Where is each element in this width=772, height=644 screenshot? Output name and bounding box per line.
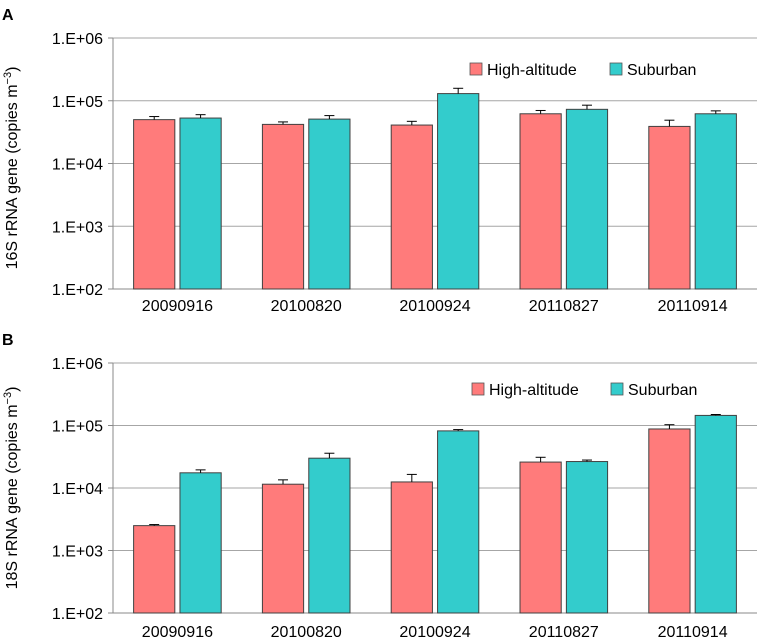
legend-label-high-altitude: High-altitude [487,62,577,79]
panel-b-category-labels: 20090916 20100820 20100924 20110827 20110914 [142,624,728,641]
bar-high-altitude-20100820 [261,123,305,290]
bar-suburban-20110827 [565,108,609,290]
x-tick-label: 20110914 [658,298,728,315]
bar-high-altitude-20100924 [390,481,433,614]
y-tick-label: 1.E+04 [52,157,103,174]
panel-b: B 1.E+02 1.E+03 1.E+04 1.E+05 1.E+06 2009091… [2,332,757,641]
bar-suburban-20100924 [437,430,480,614]
bar-high-altitude-20110827 [519,113,562,290]
legend-swatch-suburban [610,382,624,396]
panel-b-y-axis-title: 18S rRNA gene (copies m−3) [2,387,21,590]
y-tick-label: 1.E+06 [52,356,103,373]
bar-high-altitude-20110914 [648,428,691,614]
bar-high-altitude-20090916 [133,119,176,290]
panel-a-bars [133,87,737,290]
legend-swatch-high-altitude [469,62,483,76]
bar-high-altitude-20110914 [648,125,691,290]
x-tick-label: 20100820 [271,298,342,315]
bar-suburban-20090916 [179,117,222,290]
bar-suburban-20100820 [308,118,351,290]
panel-a-legend: High-altitude Suburban [469,62,696,79]
y-tick-label: 1.E+02 [52,282,103,299]
x-tick-label: 20100924 [399,298,470,315]
panel-b-ytick-labels: 1.E+02 1.E+03 1.E+04 1.E+05 1.E+06 [52,356,103,623]
bar-suburban-20110827 [565,461,609,614]
x-tick-label: 20110827 [529,298,599,315]
bar-suburban-20110914 [694,414,737,614]
x-tick-label: 20110914 [658,624,728,641]
x-tick-label: 20110827 [529,624,599,641]
legend-label-suburban: Suburban [628,382,697,399]
y-tick-label: 1.E+02 [52,606,103,623]
bar-high-altitude-20100924 [390,124,433,290]
panel-b-legend: High-altitude Suburban [471,382,697,399]
legend-label-suburban: Suburban [627,62,696,79]
x-tick-label: 20100820 [271,624,342,641]
legend-swatch-suburban [609,62,623,76]
panel-b-bars [133,413,737,614]
bar-high-altitude-20100820 [261,483,305,614]
y-tick-label: 1.E+06 [52,31,103,48]
panel-b-label: B [2,332,14,349]
y-tick-label: 1.E+04 [52,481,103,498]
bar-suburban-20100820 [308,457,351,614]
bar-suburban-20100924 [437,93,480,290]
y-tick-label: 1.E+05 [52,94,103,111]
x-tick-label: 20090916 [142,624,213,641]
panel-a-ytick-labels: 1.E+02 1.E+03 1.E+04 1.E+05 1.E+06 [52,31,103,299]
panel-a-y-axis-title: 16S rRNA gene (copies m−3) [2,67,21,270]
bar-suburban-20110914 [694,113,737,290]
legend-label-high-altitude: High-altitude [489,382,579,399]
y-tick-label: 1.E+05 [52,419,103,436]
bar-suburban-20090916 [179,472,222,614]
legend-swatch-high-altitude [471,382,485,396]
bar-high-altitude-20110827 [519,461,562,614]
x-tick-label: 20090916 [142,298,213,315]
y-tick-label: 1.E+03 [52,544,103,561]
panel-a-category-labels: 20090916 20100820 20100924 20110827 20110914 [142,298,728,315]
y-tick-label: 1.E+03 [52,219,103,236]
panel-a-label: A [2,7,14,24]
bar-high-altitude-20090916 [133,525,176,614]
panel-a: A 1.E+02 1.E+03 1.E+04 1.E+05 1.E+06 2009091… [2,7,757,315]
x-tick-label: 20100924 [399,624,470,641]
